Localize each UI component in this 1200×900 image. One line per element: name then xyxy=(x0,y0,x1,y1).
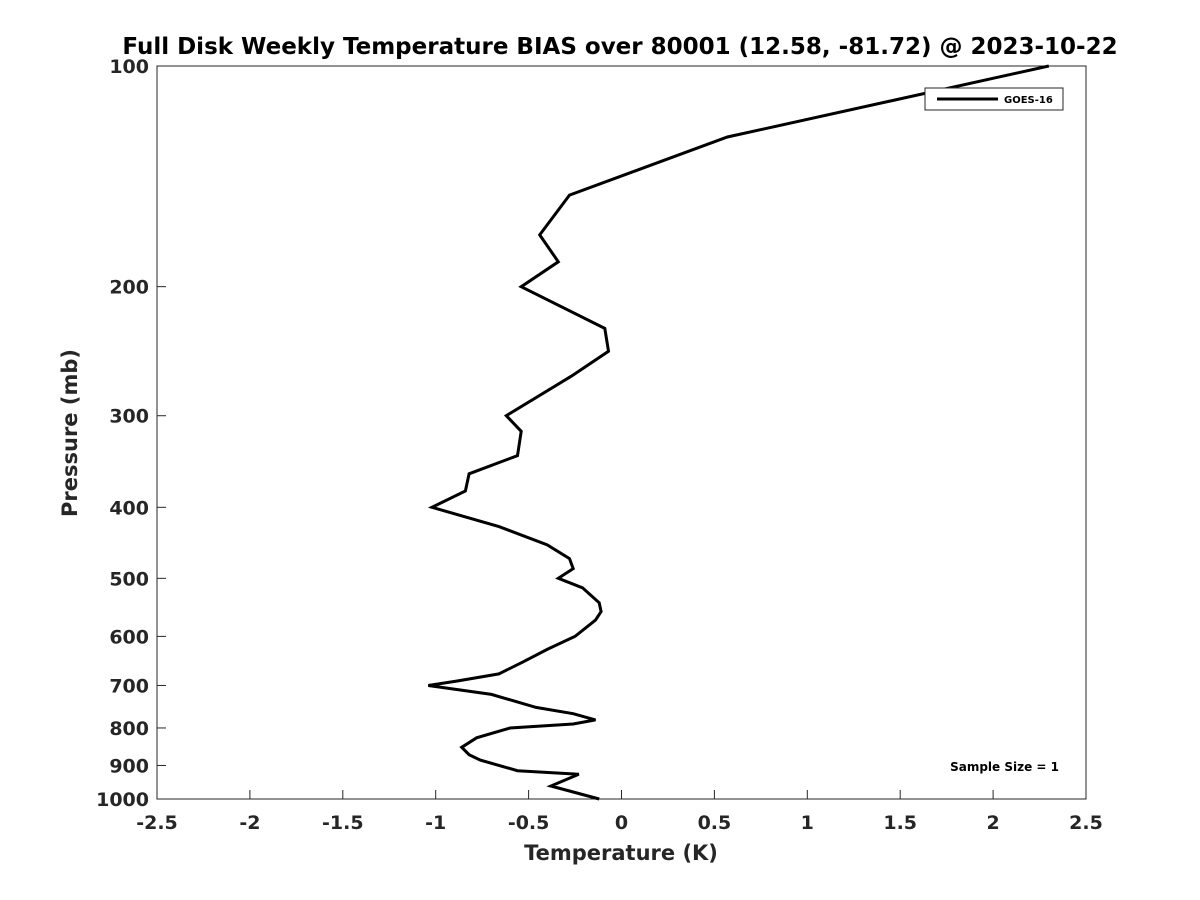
x-tick-label: -0.5 xyxy=(508,812,550,834)
y-tick-label: 500 xyxy=(109,568,149,590)
x-tick-label: 0 xyxy=(615,812,628,834)
x-tick-label: 2 xyxy=(986,812,999,834)
y-tick-label: 400 xyxy=(109,497,149,519)
x-tick-label: 1 xyxy=(801,812,814,834)
x-tick-label: -1.5 xyxy=(322,812,364,834)
x-tick-label: -2 xyxy=(239,812,260,834)
y-tick-label: 700 xyxy=(109,675,149,697)
y-tick-label: 800 xyxy=(109,718,149,740)
y-tick-label: 100 xyxy=(109,56,149,78)
chart-title: Full Disk Weekly Temperature BIAS over 8… xyxy=(122,34,1117,60)
sample-size-annotation: Sample Size = 1 xyxy=(950,760,1059,774)
y-axis: 100 200 300 400 500 600 700 800 900 1000 xyxy=(96,56,166,811)
x-axis: -2.5 -2 -1.5 -1 -0.5 0 0.5 1 1.5 2 2.5 xyxy=(136,790,1103,834)
y-axis-label: Pressure (mb) xyxy=(58,349,82,517)
y-tick-label: 200 xyxy=(109,277,149,299)
x-tick-label: -2.5 xyxy=(136,812,178,834)
y-tick-label: 600 xyxy=(109,626,149,648)
x-tick-label: 0.5 xyxy=(698,812,732,834)
y-tick-label: 900 xyxy=(109,755,149,777)
x-axis-label: Temperature (K) xyxy=(524,841,718,865)
y-tick-label: 1000 xyxy=(96,789,149,811)
x-tick-label: 1.5 xyxy=(883,812,917,834)
y-tick-label: 300 xyxy=(109,406,149,428)
legend: GOES-16 xyxy=(924,87,1064,111)
legend-entry-goes-16: GOES-16 xyxy=(1004,95,1053,106)
series-line-goes-16 xyxy=(427,64,1050,801)
x-tick-label: -1 xyxy=(425,812,446,834)
x-tick-label: 2.5 xyxy=(1069,812,1103,834)
